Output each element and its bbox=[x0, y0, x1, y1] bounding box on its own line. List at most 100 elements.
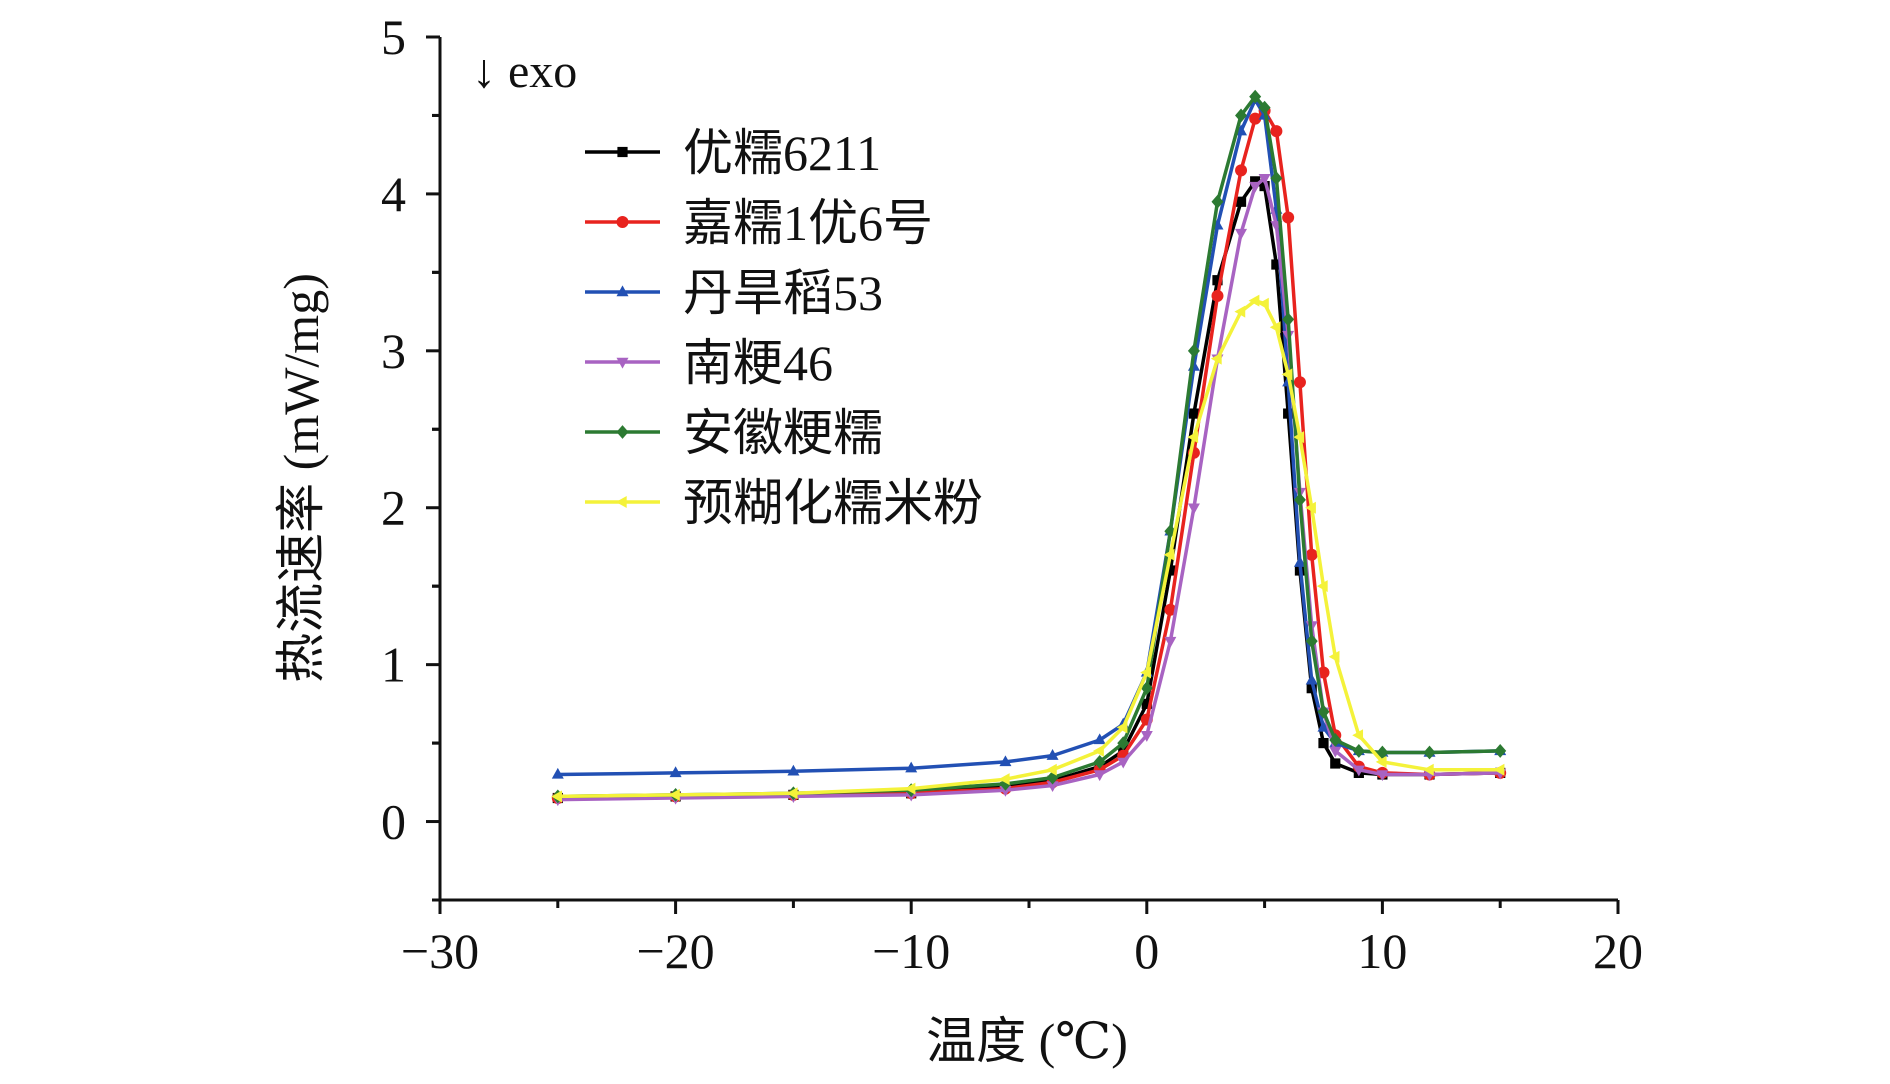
data-point bbox=[904, 782, 916, 795]
data-point bbox=[1164, 603, 1177, 616]
data-point bbox=[1140, 681, 1153, 696]
data-point bbox=[1269, 321, 1281, 334]
data-point bbox=[1270, 125, 1283, 138]
legend-item: 嘉糯1优6号 bbox=[585, 195, 933, 251]
data-point bbox=[1250, 176, 1261, 187]
data-point bbox=[1117, 736, 1130, 750]
data-point bbox=[786, 787, 798, 800]
data-point bbox=[1317, 666, 1330, 679]
legend-swatch-marker bbox=[616, 285, 629, 297]
data-point bbox=[1271, 259, 1282, 270]
legend-item: 丹旱稻53 bbox=[585, 265, 883, 321]
data-point bbox=[1187, 343, 1200, 358]
legend-label: 优糯6211 bbox=[683, 125, 881, 181]
data-point bbox=[1140, 666, 1151, 679]
data-point bbox=[1235, 164, 1248, 177]
data-point bbox=[998, 773, 1010, 786]
data-point bbox=[1164, 636, 1177, 648]
legend-item: 南粳46 bbox=[585, 335, 833, 391]
data-point bbox=[1305, 501, 1316, 514]
ticks: −30 −20 −10 0 10 20 0 1 2 3 4 5 bbox=[381, 9, 1643, 979]
y-tick-label: 3 bbox=[381, 323, 406, 379]
data-point bbox=[551, 790, 562, 803]
data-point bbox=[1093, 733, 1106, 745]
data-point bbox=[905, 761, 918, 773]
data-point bbox=[1117, 757, 1130, 769]
data-point bbox=[1258, 297, 1269, 310]
data-point bbox=[1283, 408, 1294, 419]
data-point bbox=[1317, 704, 1330, 719]
x-tick-label: −20 bbox=[636, 923, 714, 979]
data-point bbox=[1316, 580, 1328, 593]
legend-swatch-marker bbox=[617, 146, 628, 158]
data-point bbox=[1188, 408, 1200, 419]
y-tick-label: 2 bbox=[381, 480, 406, 536]
data-point bbox=[1258, 100, 1271, 115]
data-point bbox=[1306, 683, 1317, 694]
data-point bbox=[1140, 731, 1153, 742]
data-point bbox=[1329, 746, 1342, 758]
y-axis-label: 热流速率 (mW/mg) bbox=[273, 273, 329, 683]
plot-area bbox=[551, 89, 1507, 807]
data-point bbox=[1248, 294, 1260, 307]
data-point bbox=[1249, 112, 1262, 125]
data-point bbox=[1376, 770, 1389, 782]
data-point bbox=[1235, 108, 1248, 123]
data-point bbox=[551, 767, 564, 779]
exo-annotation: ↓ exo bbox=[472, 45, 577, 98]
data-point bbox=[1293, 376, 1306, 389]
x-axis-label: 温度 (℃) bbox=[926, 1013, 1128, 1069]
data-point bbox=[1258, 174, 1271, 185]
data-point bbox=[1305, 634, 1318, 648]
data-point bbox=[669, 766, 682, 778]
data-point bbox=[1045, 763, 1057, 776]
legend-swatch-marker bbox=[615, 496, 627, 508]
data-point bbox=[1328, 650, 1340, 663]
data-point bbox=[1046, 781, 1059, 793]
data-point bbox=[1046, 749, 1059, 760]
y-tick-label: 1 bbox=[381, 637, 406, 693]
legend-item: 优糯6211 bbox=[585, 125, 881, 181]
legend-label: 南粳46 bbox=[683, 335, 833, 391]
data-point bbox=[669, 788, 680, 801]
data-point bbox=[1270, 171, 1283, 186]
data-point bbox=[1422, 763, 1434, 776]
data-point bbox=[1210, 352, 1222, 365]
data-point bbox=[1259, 180, 1270, 192]
data-point bbox=[1493, 763, 1505, 776]
legend-label: 嘉糯1优6号 bbox=[683, 195, 933, 251]
data-point bbox=[1141, 698, 1152, 709]
data-point bbox=[999, 755, 1012, 767]
data-point bbox=[1282, 211, 1295, 224]
data-point bbox=[1093, 744, 1104, 757]
data-point bbox=[1093, 770, 1106, 782]
data-point bbox=[1352, 729, 1364, 742]
legend-swatch-marker bbox=[616, 357, 629, 369]
data-point bbox=[1234, 305, 1246, 318]
data-point bbox=[1330, 758, 1341, 769]
data-point bbox=[1293, 492, 1306, 507]
data-point bbox=[1305, 548, 1318, 561]
data-point bbox=[1211, 289, 1224, 302]
data-point bbox=[1116, 721, 1128, 734]
data-point bbox=[999, 785, 1012, 797]
legend-item: 安徽粳糯 bbox=[585, 405, 883, 461]
data-point bbox=[1249, 181, 1262, 193]
x-tick-label: 0 bbox=[1134, 923, 1159, 979]
x-tick-label: 20 bbox=[1593, 923, 1643, 979]
data-point bbox=[1317, 720, 1330, 732]
legend-swatch-marker bbox=[616, 425, 629, 439]
data-point bbox=[1282, 312, 1295, 327]
y-tick-label: 0 bbox=[381, 794, 406, 850]
data-point bbox=[1165, 565, 1176, 576]
y-tick-label: 4 bbox=[381, 166, 406, 222]
data-point bbox=[1293, 556, 1306, 567]
data-point bbox=[1249, 89, 1262, 104]
x-tick-label: −10 bbox=[872, 923, 950, 979]
data-point bbox=[1187, 431, 1199, 444]
data-point bbox=[1212, 275, 1223, 286]
data-point bbox=[1423, 745, 1436, 760]
data-point bbox=[1494, 744, 1507, 758]
